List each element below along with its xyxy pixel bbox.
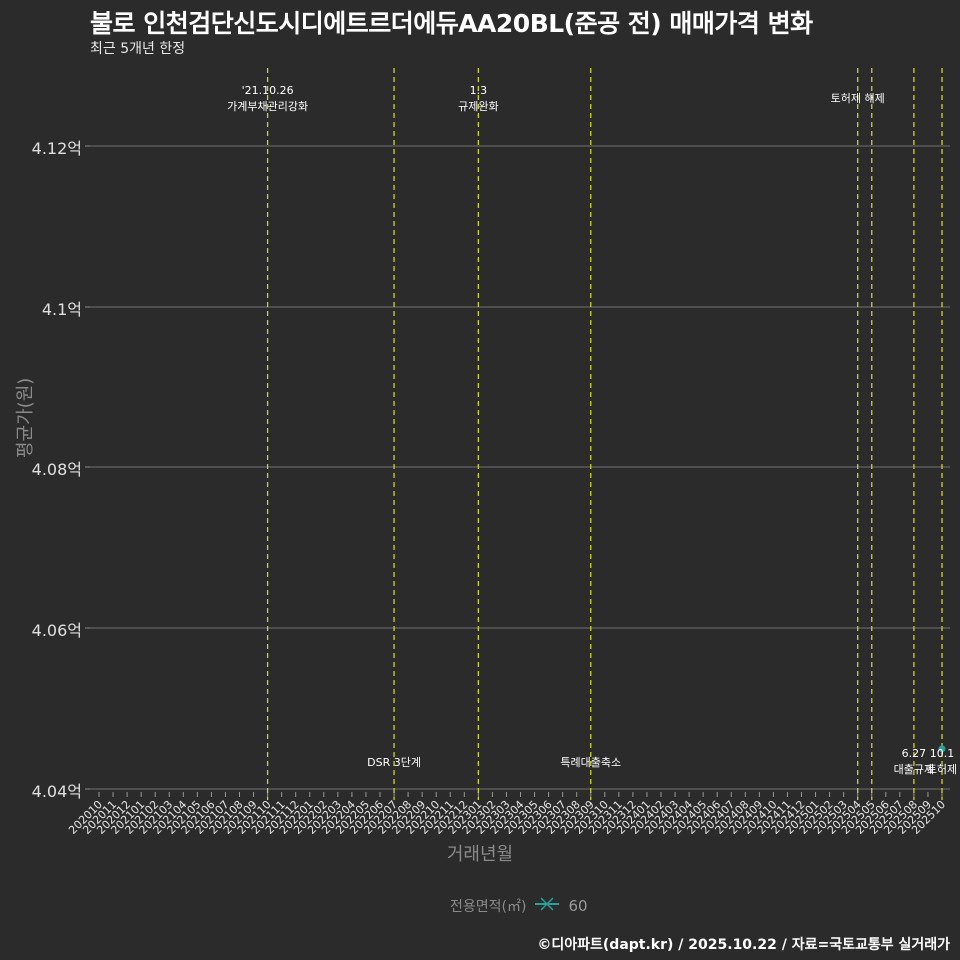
event-label: DSR 3단계	[367, 756, 421, 769]
y-tick-label: 4.12억	[31, 139, 82, 158]
y-tick-label: 4.06억	[31, 621, 82, 640]
event-label: '21.10.26 가계부채관리강화	[227, 84, 309, 113]
y-tick-label: 4.08억	[31, 460, 82, 479]
legend-title: 전용면적(㎡)	[450, 899, 527, 915]
event-label: 특례대출축소	[560, 756, 622, 769]
chart-subtitle: 최근 5개년 한정	[90, 41, 186, 57]
event-label: 1.3 규제완화	[458, 84, 499, 113]
legend: 전용면적(㎡) 60	[450, 896, 588, 916]
x-axis-title: 거래년월	[446, 844, 514, 865]
event-label: 6.27 대출규제	[893, 747, 935, 776]
y-tick-label: 4.04억	[31, 782, 82, 801]
event-label: 토허제 해제	[830, 92, 885, 105]
footer-credit: ©디아파트(dapt.kr) / 2025.10.22 / 자료=국토교통부 실…	[537, 937, 950, 953]
y-axis-title: 평균가(원)	[15, 377, 36, 458]
legend-marker-icon	[534, 897, 560, 915]
legend-item-label: 60	[568, 897, 588, 915]
event-label: 10.1 토허제	[926, 747, 958, 776]
chart-title: 불로 인천검단신도시디에트르더에듀AA20BL(준공 전) 매매가격 변화	[90, 9, 813, 38]
y-tick-label: 4.1억	[41, 300, 82, 319]
